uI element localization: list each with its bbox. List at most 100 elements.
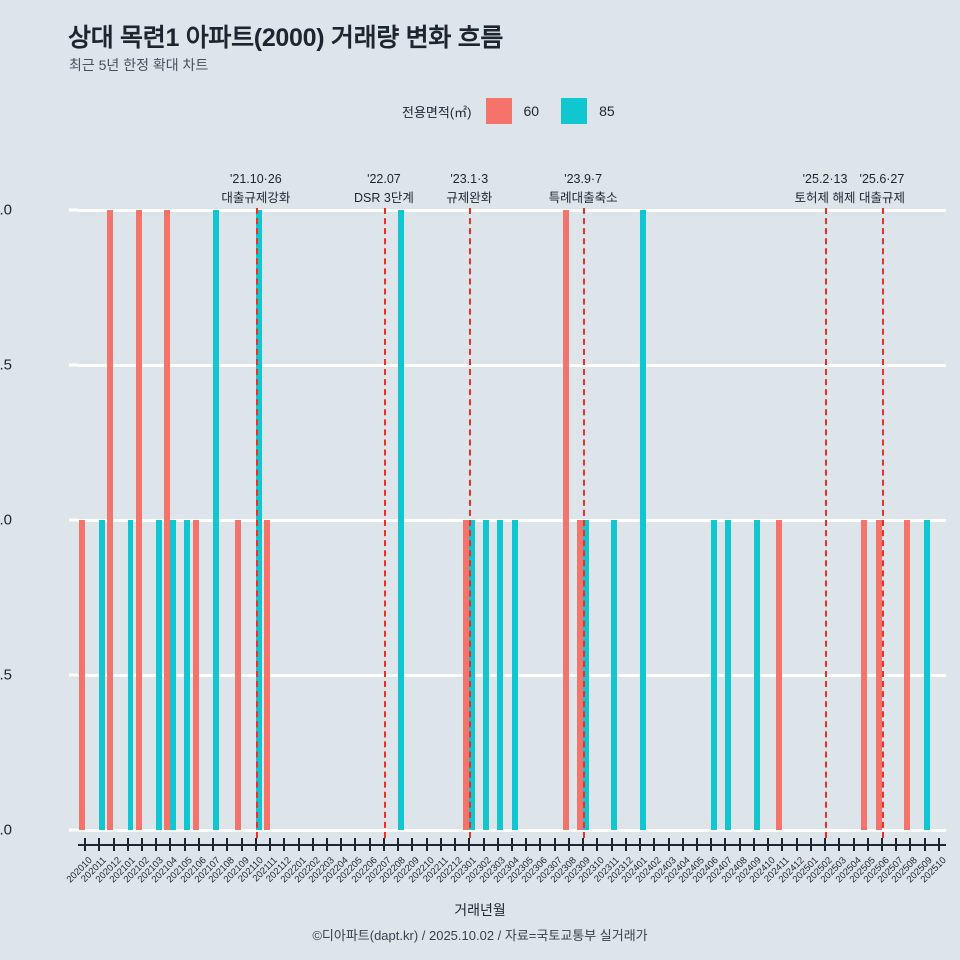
x-tick-mark — [439, 838, 442, 851]
y-tick-mark — [69, 518, 78, 522]
bar-202012-60[interactable] — [107, 210, 114, 830]
x-tick-mark — [425, 838, 428, 851]
chart-subtitle: 최근 5년 한정 확대 차트 — [69, 57, 209, 73]
event-label: DSR 3단계 — [354, 191, 414, 206]
y-tick-label: 1.5 — [0, 356, 12, 374]
bar-202106-60[interactable] — [192, 520, 199, 830]
event-label: 대출규제강화 — [221, 191, 291, 206]
x-tick-mark — [795, 838, 798, 851]
x-tick-mark — [283, 838, 286, 851]
y-tick-mark — [69, 828, 78, 832]
event-annotation-202502: '25.2·13 토허제 해제 — [795, 170, 856, 209]
bar-202105-85[interactable] — [184, 520, 191, 830]
bar-202309-85[interactable] — [582, 520, 589, 830]
x-tick-mark — [269, 838, 272, 851]
x-tick-mark — [411, 838, 414, 851]
bar-202508-60[interactable] — [904, 520, 911, 830]
bar-202506-60[interactable] — [875, 520, 882, 830]
x-tick-mark — [710, 838, 713, 851]
bar-202304-85[interactable] — [511, 520, 518, 830]
x-tick-mark — [624, 838, 627, 851]
y-tick-label: 1.0 — [0, 511, 12, 529]
bar-202208-85[interactable] — [397, 210, 404, 830]
x-tick-mark — [695, 838, 698, 851]
x-tick-mark — [639, 838, 642, 851]
event-label: 토허제 해제 — [794, 191, 856, 206]
bar-202110-85[interactable] — [255, 210, 262, 830]
bar-202104-85[interactable] — [170, 520, 177, 830]
event-date: '22.07 — [367, 172, 401, 186]
x-tick-mark — [382, 838, 385, 851]
bar-202101-85[interactable] — [127, 520, 134, 830]
bar-202109-60[interactable] — [235, 520, 242, 830]
x-tick-mark — [752, 838, 755, 851]
x-tick-mark — [738, 838, 741, 851]
x-tick-mark — [197, 838, 200, 851]
bar-202407-85[interactable] — [725, 520, 732, 830]
x-tick-mark — [525, 838, 528, 851]
x-tick-mark — [368, 838, 371, 851]
legend-label-60: 60 — [523, 103, 540, 119]
x-tick-mark — [84, 838, 87, 851]
event-label: 대출규제 — [858, 191, 905, 206]
chart-legend: 전용면적(㎡) 60 85 — [402, 98, 637, 124]
x-tick-mark — [553, 838, 556, 851]
bar-202010-60[interactable] — [78, 520, 85, 830]
x-tick-mark — [482, 838, 485, 851]
x-tick-mark — [468, 838, 471, 851]
bar-202107-85[interactable] — [212, 210, 219, 830]
x-tick-mark — [126, 838, 129, 851]
bar-202509-85[interactable] — [924, 520, 931, 830]
x-tick-mark — [496, 838, 499, 851]
bar-202406-85[interactable] — [710, 520, 717, 830]
bar-202401-85[interactable] — [639, 210, 646, 830]
x-tick-mark — [397, 838, 400, 851]
bar-202102-60[interactable] — [135, 210, 142, 830]
x-tick-mark — [809, 838, 812, 851]
x-tick-mark — [596, 838, 599, 851]
x-tick-mark — [297, 838, 300, 851]
event-line-202502 — [825, 208, 828, 838]
bar-202309-60[interactable] — [576, 520, 583, 830]
x-tick-mark — [653, 838, 656, 851]
y-tick-mark — [69, 363, 78, 367]
bar-202103-85[interactable] — [155, 520, 162, 830]
gridline — [78, 208, 946, 212]
bar-202308-60[interactable] — [562, 210, 569, 830]
event-label: 특례대출축소 — [548, 191, 618, 206]
event-annotation-202309: '23.9·7 특례대출축소 — [549, 170, 618, 209]
chart-footer: ©디아파트(dapt.kr) / 2025.10.02 / 자료=국토교통부 실… — [312, 928, 648, 943]
bar-202111-60[interactable] — [263, 520, 270, 830]
x-tick-mark — [226, 838, 229, 851]
x-tick-mark — [511, 838, 513, 851]
y-tick-mark — [69, 673, 78, 677]
x-tick-mark — [681, 838, 684, 851]
bar-202505-60[interactable] — [861, 520, 868, 830]
bar-202311-85[interactable] — [611, 520, 618, 830]
x-tick-mark — [340, 838, 343, 851]
bar-202301-60[interactable] — [463, 520, 470, 830]
bar-202409-85[interactable] — [753, 520, 760, 830]
x-tick-mark — [880, 838, 883, 851]
event-date: '25.6·27 — [859, 172, 905, 186]
event-annotation-202110: '21.10·26 대출규제강화 — [221, 170, 290, 209]
event-line-202110 — [255, 208, 258, 838]
x-tick-mark — [838, 838, 841, 851]
x-tick-mark — [895, 838, 898, 851]
x-tick-mark — [212, 838, 215, 851]
bar-202301-85[interactable] — [469, 520, 475, 830]
bar-202411-60[interactable] — [776, 520, 783, 830]
bar-202303-85[interactable] — [497, 520, 504, 830]
bar-202104-60[interactable] — [164, 210, 171, 830]
x-tick-mark — [326, 838, 329, 851]
x-tick-mark — [155, 838, 158, 851]
x-tick-mark — [610, 838, 613, 851]
x-tick-mark — [311, 838, 314, 851]
gridline — [78, 828, 946, 832]
bar-202302-85[interactable] — [483, 520, 490, 830]
event-label: 규제완화 — [446, 191, 493, 206]
bar-202011-85[interactable] — [99, 520, 106, 830]
x-tick-mark — [824, 838, 827, 851]
x-tick-mark — [240, 838, 243, 851]
event-date: '21.10·26 — [229, 172, 282, 186]
